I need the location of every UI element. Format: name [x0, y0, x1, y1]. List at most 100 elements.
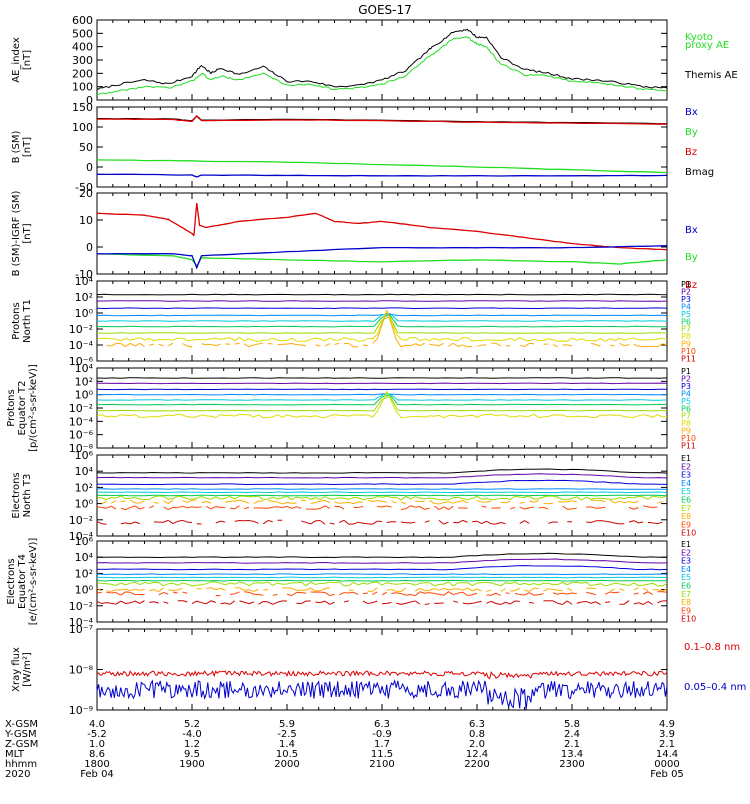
channel-segment: [116, 601, 121, 604]
channel-segment: [287, 343, 292, 344]
y-axis-label: Electrons: [11, 472, 22, 518]
channel-segment: [349, 344, 354, 347]
channel-segment: [301, 592, 306, 593]
y-tick-label: 10⁻²: [69, 323, 93, 336]
channel-segment: [178, 506, 183, 508]
legend-entry: Bx: [685, 225, 698, 236]
channel-segment: [330, 523, 335, 524]
channel-segment: [107, 603, 112, 604]
channel-segment: [259, 343, 264, 344]
channel-segment: [605, 521, 610, 522]
channel-segment: [453, 593, 458, 594]
channel-segment: [140, 507, 145, 508]
channel-segment: [615, 523, 620, 524]
channel-segment: [183, 506, 188, 508]
channel-segment: [344, 601, 349, 602]
channel-segment: [468, 595, 473, 596]
channel-segment: [444, 522, 449, 524]
channel-segment: [97, 601, 102, 603]
channel-segment: [183, 501, 188, 503]
channel-segment: [501, 502, 506, 503]
channel-segment: [373, 588, 378, 592]
channel-segment: [244, 344, 249, 347]
y-axis-label: Protons: [11, 302, 22, 339]
channel-segment: [396, 340, 401, 347]
channel-line: [97, 580, 667, 581]
channel-segment: [164, 602, 169, 604]
channel-segment: [482, 506, 487, 507]
channel-segment: [520, 507, 525, 509]
channel-segment: [501, 602, 506, 604]
y-axis-label: North T1: [22, 299, 33, 343]
channel-segment: [382, 592, 387, 594]
channel-segment: [596, 344, 601, 346]
channel-segment: [149, 602, 154, 603]
channel-line: [97, 582, 667, 586]
channel-segment: [244, 592, 249, 593]
y-axis-label: Electrons: [6, 558, 17, 604]
channel-segment: [235, 500, 240, 501]
channel-segment: [126, 508, 131, 510]
channel-segment: [149, 344, 154, 345]
channel-segment: [605, 602, 610, 603]
channel-segment: [168, 520, 173, 523]
y-axis-label: B (SM)-IGRF (SM): [11, 191, 22, 277]
channel-segment: [415, 344, 420, 346]
channel-segment: [107, 592, 112, 593]
channel-segment: [373, 601, 378, 603]
channel-segment: [183, 592, 188, 593]
channel-segment: [301, 601, 306, 603]
channel-segment: [396, 593, 401, 594]
channel-segment: [387, 506, 392, 507]
channel-segment: [553, 590, 558, 591]
channel-segment: [591, 593, 596, 594]
channel-segment: [487, 521, 492, 524]
channel-segment: [634, 593, 639, 594]
channel-segment: [249, 590, 254, 592]
channel-segment: [639, 603, 644, 605]
channel-segment: [444, 507, 449, 510]
y-tick-label: 200: [72, 67, 93, 80]
channel-segment: [525, 508, 530, 509]
legend-entry: 0.05–0.4 nm: [684, 682, 746, 693]
channel-segment: [411, 522, 416, 523]
channel-segment: [401, 594, 406, 596]
channel-segment: [316, 501, 321, 502]
channel-segment: [501, 589, 506, 592]
year-label: 2020: [5, 769, 30, 780]
y-tick-label: 400: [72, 41, 93, 54]
channel-segment: [458, 589, 463, 591]
y-tick-label: 10⁴: [75, 465, 94, 478]
channel-segment: [591, 602, 596, 604]
channel-segment: [121, 592, 126, 595]
y-tick-label: 10: [79, 214, 93, 227]
channel-segment: [287, 594, 292, 596]
channel-segment: [472, 521, 477, 522]
series-line: [97, 37, 667, 96]
channel-segment: [130, 589, 135, 590]
channel-segment: [354, 522, 359, 524]
channel-segment: [373, 339, 378, 343]
channel-segment: [354, 502, 359, 504]
channel-segment: [634, 603, 639, 604]
channel-segment: [477, 345, 482, 346]
channel-segment: [240, 588, 245, 590]
y-tick-label: 10⁻²: [69, 402, 93, 415]
panel-1: 0100200300400500600AE_index[nT]Kyotoprox…: [11, 14, 738, 107]
y-tick-label: 10⁻⁴: [69, 415, 94, 428]
channel-segment: [601, 500, 606, 502]
channel-segment: [159, 592, 164, 594]
channel-segment: [415, 588, 420, 591]
channel-segment: [178, 520, 183, 521]
channel-segment: [449, 506, 454, 509]
channel-segment: [187, 500, 192, 502]
channel-segment: [401, 502, 406, 504]
channel-segment: [373, 521, 378, 524]
y-tick-label: 10⁻⁶: [69, 429, 94, 442]
channel-segment: [430, 588, 435, 590]
channel-line: [97, 559, 667, 563]
channel-segment: [491, 593, 496, 595]
channel-segment: [472, 593, 477, 594]
channel-segment: [259, 594, 264, 595]
